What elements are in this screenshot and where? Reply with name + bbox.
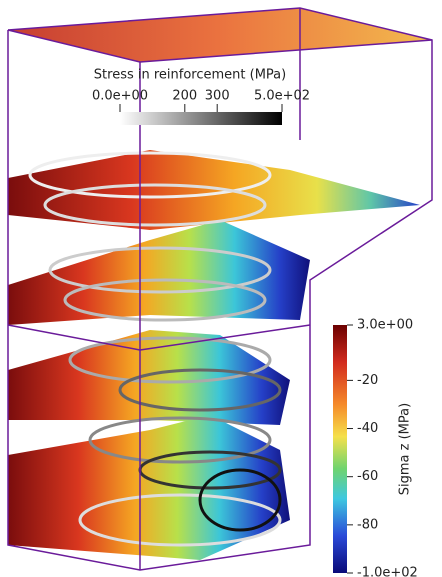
tick-label: -60 [357, 469, 378, 484]
tick-label: -20 [357, 373, 378, 388]
tick-label: 3.0e+00 [357, 318, 413, 333]
tick-label: -80 [357, 517, 378, 532]
tick-label: -40 [357, 421, 378, 436]
colorbar-title: Sigma z (MPa) [398, 403, 413, 495]
tick-label: 0.0e+00 [92, 89, 148, 104]
tick-label: 5.0e+02 [254, 89, 310, 104]
colorbar-title: Stress in reinforcement (MPa) [94, 68, 286, 83]
tick-label: 200 [172, 89, 197, 104]
tick-label: -1.0e+02 [357, 566, 418, 577]
colorbar [333, 325, 347, 573]
tick-label: 300 [205, 89, 230, 104]
colorbar [120, 112, 282, 125]
outline [7, 7, 433, 571]
